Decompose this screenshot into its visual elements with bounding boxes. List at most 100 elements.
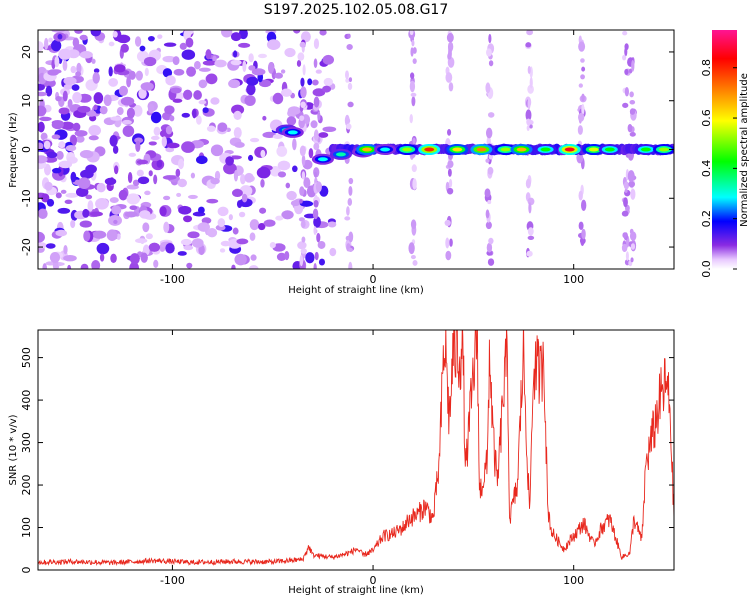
- heatmap-noise-cell: [51, 134, 61, 140]
- heatmap-noise-cell: [327, 221, 337, 228]
- heatmap-noise-cell: [88, 135, 99, 141]
- heatmap-noise-cell: [136, 159, 149, 165]
- heatmap-noise-cell: [285, 182, 291, 189]
- heatmap-noise-cell: [230, 32, 242, 42]
- heatmap-noise-cell: [147, 36, 155, 42]
- heatmap-noise-cell: [267, 62, 275, 74]
- heatmap-noise-cell: [48, 37, 53, 43]
- heatmap-streak-cell: [527, 227, 534, 236]
- heatmap-noise-cell: [318, 132, 329, 138]
- heatmap-streak-cell: [627, 170, 635, 183]
- heatmap-streak-cell: [486, 242, 493, 253]
- heatmap-noise-cell: [99, 105, 108, 115]
- heatmap-noise-cell: [122, 119, 132, 125]
- heatmap-streak-cell: [445, 72, 453, 83]
- heatmap-streak-cell: [412, 178, 417, 190]
- heatmap-streak-cell: [578, 41, 586, 52]
- heatmap-noise-cell: [72, 122, 81, 132]
- heatmap-streak-cell: [313, 38, 320, 50]
- heatmap-noise-cell: [55, 192, 62, 199]
- heatmap-streak-cell: [487, 166, 494, 175]
- snr-ytick-label: 100: [20, 517, 33, 538]
- heatmap-noise-cell: [128, 70, 136, 80]
- heatmap-noise-cell: [165, 125, 173, 135]
- heatmap-noise-cell: [45, 243, 56, 249]
- heatmap-noise-cell: [136, 169, 144, 177]
- heatmap-streak-cell: [486, 48, 492, 57]
- heatmap-noise-cell: [157, 34, 163, 39]
- heatmap-streak-cell: [412, 58, 417, 65]
- heatmap-noise-cell: [148, 141, 157, 146]
- heatmap-streak-cell: [624, 188, 628, 193]
- heatmap-noise-cell: [153, 174, 158, 185]
- heatmap-noise-cell: [259, 207, 267, 214]
- heatmap-cells: [38, 30, 674, 269]
- heatmap-xtick-label: 100: [563, 273, 584, 286]
- heatmap-noise-cell: [49, 252, 61, 263]
- heatmap-ytick-label: 10: [20, 94, 33, 108]
- heatmap-signal-blob: [452, 147, 463, 152]
- heatmap-streak-cell: [526, 250, 533, 257]
- heatmap-streak-cell: [624, 68, 629, 75]
- heatmap-streak-cell: [525, 109, 532, 121]
- heatmap-noise-cell: [233, 127, 242, 139]
- snr-ytick-label: 200: [20, 475, 33, 496]
- heatmap-noise-cell: [92, 72, 100, 84]
- heatmap-noise-cell: [63, 76, 77, 85]
- heatmap-noise-cell: [63, 244, 68, 255]
- heatmap-streak-cell: [447, 168, 452, 177]
- heatmap-streak-cell: [623, 197, 628, 208]
- heatmap-streak-cell: [348, 77, 353, 83]
- heatmap-noise-cell: [163, 221, 170, 233]
- heatmap-noise-cell: [79, 149, 94, 159]
- heatmap-noise-cell: [263, 219, 276, 227]
- heatmap-noise-cell: [124, 211, 138, 218]
- heatmap-noise-cell: [153, 126, 161, 136]
- snr-xtick-label: -100: [160, 574, 185, 587]
- heatmap-streak-cell: [449, 238, 453, 247]
- heatmap-noise-cell: [51, 30, 65, 33]
- heatmap-noise-cell: [142, 222, 150, 233]
- heatmap-noise-cell: [194, 60, 201, 70]
- heatmap-noise-cell: [299, 200, 314, 207]
- heatmap-streak-cell: [409, 113, 413, 124]
- heatmap-noise-cell: [135, 140, 141, 153]
- heatmap-noise-cell: [300, 31, 311, 43]
- heatmap-noise-cell: [310, 120, 318, 129]
- snr-frame: [37, 329, 675, 571]
- heatmap-streak-cell: [580, 58, 585, 63]
- heatmap-noise-cell: [108, 41, 115, 47]
- heatmap-streak-cell: [581, 66, 586, 72]
- heatmap-noise-cell: [127, 171, 133, 184]
- heatmap-noise-cell: [67, 264, 72, 269]
- heatmap-noise-cell: [110, 253, 117, 263]
- heatmap-noise-cell: [223, 162, 237, 175]
- heatmap-noise-cell: [90, 30, 102, 37]
- heatmap-noise-cell: [139, 210, 151, 219]
- heatmap-noise-cell: [247, 154, 254, 162]
- heatmap-noise-cell: [257, 222, 266, 231]
- heatmap-noise-cell: [46, 151, 58, 159]
- heatmap-streak-cell: [621, 210, 629, 217]
- heatmap-noise-cell: [79, 50, 93, 59]
- heatmap-streak-cell: [630, 243, 636, 250]
- heatmap-noise-cell: [86, 110, 97, 117]
- heatmap-streak-cell: [629, 131, 636, 137]
- heatmap-noise-cell: [214, 59, 227, 68]
- heatmap-streak-cell: [313, 200, 319, 208]
- heatmap-streak-cell: [448, 82, 454, 92]
- heatmap-streak-cell: [447, 128, 452, 136]
- heatmap-noise-cell: [108, 66, 113, 77]
- heatmap-streak-cell: [299, 115, 305, 121]
- heatmap-noise-cell: [60, 189, 67, 194]
- heatmap-noise-cell: [201, 217, 212, 224]
- heatmap-noise-cell: [58, 48, 72, 60]
- heatmap-streak-cell: [485, 127, 493, 139]
- heatmap-streak-cell: [313, 96, 320, 108]
- heatmap-streak-cell: [300, 101, 306, 109]
- heatmap-noise-cell: [183, 89, 193, 100]
- heatmap-streak-cell: [527, 119, 534, 125]
- heatmap-streak-cell: [527, 65, 531, 75]
- heatmap-signal-blob: [287, 130, 298, 135]
